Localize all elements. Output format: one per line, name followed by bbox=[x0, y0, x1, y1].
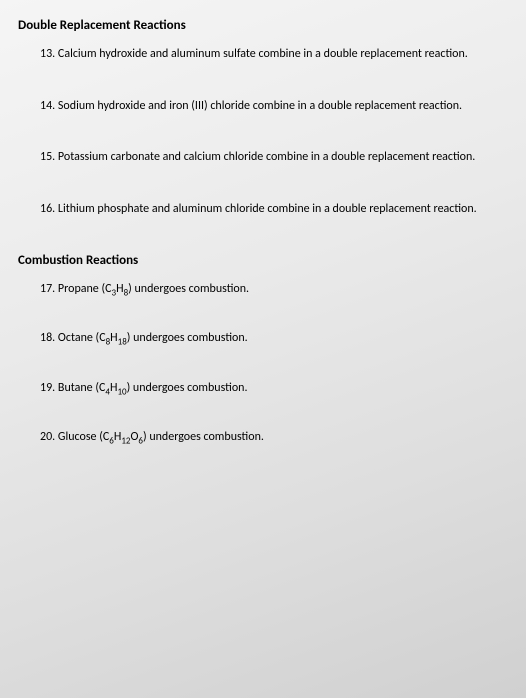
question-19: 19. Butane (C4H10) undergoes combustion. bbox=[40, 381, 518, 398]
question-20: 20. Glucose (C6H12O6) undergoes combusti… bbox=[40, 430, 518, 447]
question-17: 17. Propane (C3H8) undergoes combustion. bbox=[40, 282, 518, 299]
question-text: Lithium phosphate and aluminum chloride … bbox=[58, 202, 477, 216]
question-16: 16. Lithium phosphate and aluminum chlor… bbox=[40, 202, 518, 218]
worksheet-page: Double Replacement Reactions 13. Calcium… bbox=[0, 0, 526, 698]
question-14: 14. Sodium hydroxide and iron (III) chlo… bbox=[40, 99, 518, 115]
question-text: Octane (C8H18) undergoes combustion. bbox=[58, 331, 248, 345]
question-number: 14. bbox=[40, 99, 55, 113]
question-13: 13. Calcium hydroxide and aluminum sulfa… bbox=[40, 47, 518, 63]
question-number: 17. bbox=[40, 282, 55, 296]
question-text: Potassium carbonate and calcium chloride… bbox=[58, 150, 475, 164]
question-text: Propane (C3H8) undergoes combustion. bbox=[58, 282, 249, 296]
section-heading-double-replacement: Double Replacement Reactions bbox=[18, 18, 518, 33]
question-text: Calcium hydroxide and aluminum sulfate c… bbox=[58, 47, 468, 61]
question-number: 19. bbox=[40, 381, 55, 395]
question-text: Glucose (C6H12O6) undergoes combustion. bbox=[58, 430, 264, 444]
question-text: Butane (C4H10) undergoes combustion. bbox=[58, 381, 248, 395]
question-number: 18. bbox=[40, 331, 55, 345]
section-heading-combustion: Combustion Reactions bbox=[18, 253, 518, 268]
question-number: 13. bbox=[40, 47, 55, 61]
question-number: 20. bbox=[40, 430, 55, 444]
question-number: 16. bbox=[40, 202, 55, 216]
question-18: 18. Octane (C8H18) undergoes combustion. bbox=[40, 331, 518, 348]
question-number: 15. bbox=[40, 150, 55, 164]
question-text: Sodium hydroxide and iron (III) chloride… bbox=[58, 99, 462, 113]
question-15: 15. Potassium carbonate and calcium chlo… bbox=[40, 150, 518, 166]
